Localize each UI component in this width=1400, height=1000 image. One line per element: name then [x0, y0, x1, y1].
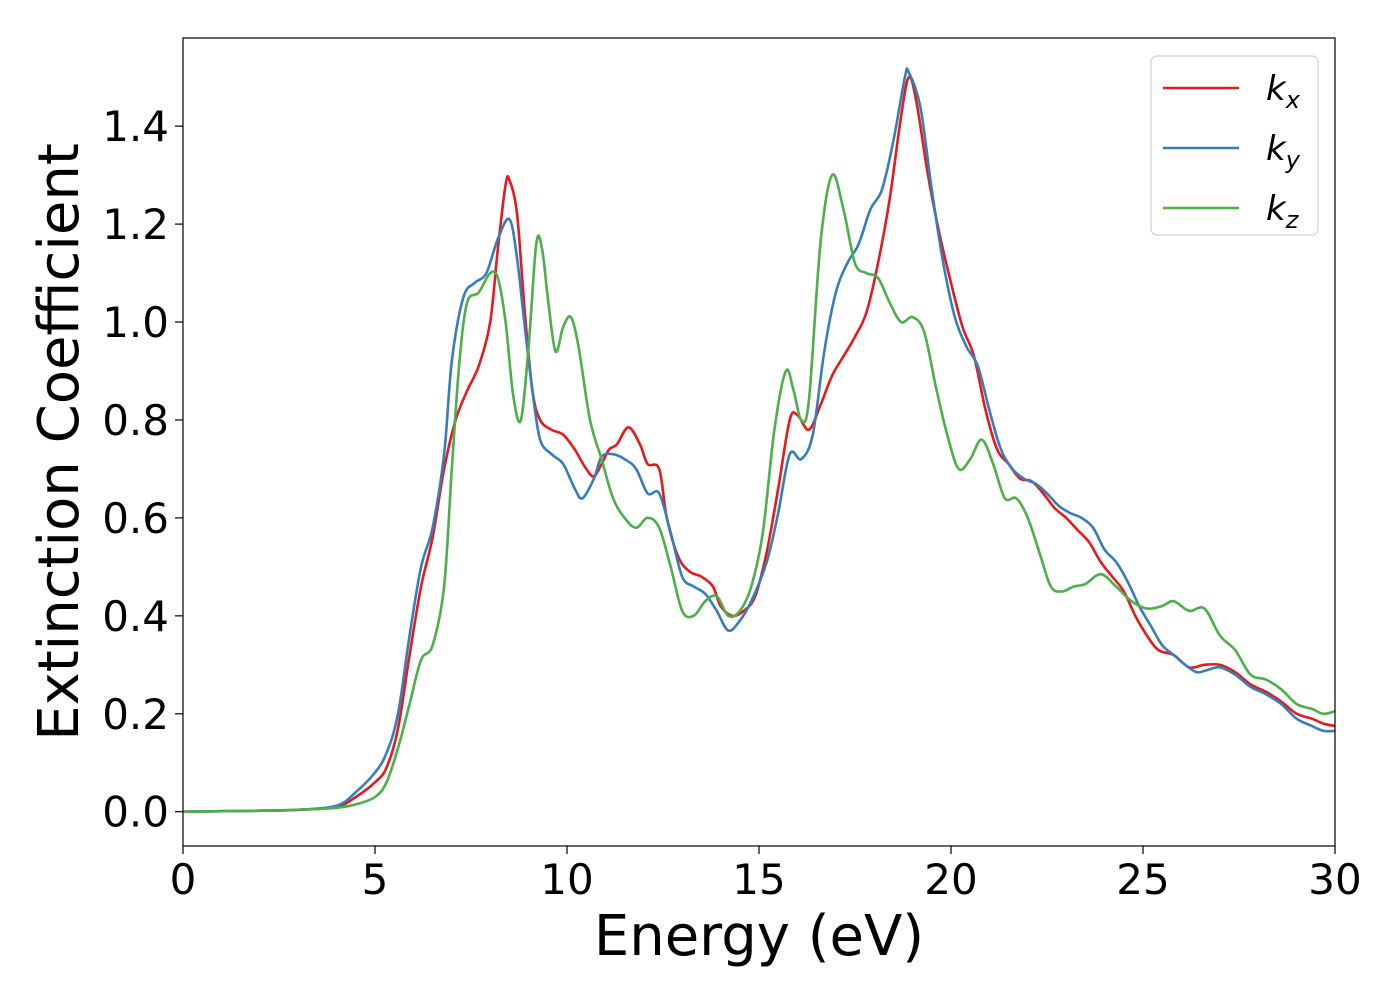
- y-tick-label: 0.8: [102, 396, 169, 445]
- x-tick-label: 5: [362, 855, 389, 904]
- x-axis-title: Energy (eV): [594, 904, 924, 969]
- x-tick-label: 10: [540, 855, 593, 904]
- x-tick-label: 25: [1116, 855, 1169, 904]
- y-tick-label: 0.2: [102, 690, 169, 739]
- legend-label-y: ky: [1266, 129, 1301, 174]
- y-tick-label: 0.4: [102, 592, 169, 641]
- y-tick-label: 1.0: [102, 298, 169, 347]
- y-axis: 0.0 0.2 0.4 0.6 0.8 1.0 1.2 1.4: [102, 102, 183, 837]
- legend-label-x: kx: [1266, 69, 1301, 114]
- series-line-x: [183, 75, 1335, 813]
- y-tick-label: 0.0: [102, 788, 169, 837]
- x-tick-label: 15: [732, 855, 785, 904]
- x-tick-label: 30: [1308, 855, 1361, 904]
- x-tick-label: 0: [170, 855, 197, 904]
- y-axis-title: Extinction Coefficient: [27, 143, 92, 741]
- y-tick-label: 1.2: [102, 200, 169, 249]
- series-line-z: [183, 173, 1335, 813]
- series-layer: [183, 67, 1335, 813]
- x-tick-label: 20: [924, 855, 977, 904]
- y-tick-label: 0.6: [102, 494, 169, 543]
- y-tick-label: 1.4: [102, 102, 169, 151]
- legend-label-z: kz: [1266, 189, 1300, 234]
- legend: kx ky kz: [1150, 55, 1319, 236]
- x-axis: 0 5 10 15 20 25 30: [170, 846, 1362, 904]
- legend-box: [1150, 55, 1319, 236]
- series-line-y: [183, 67, 1335, 813]
